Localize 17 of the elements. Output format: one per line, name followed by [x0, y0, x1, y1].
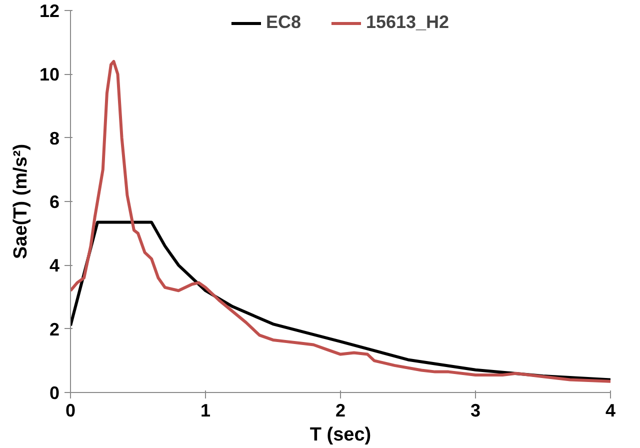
legend-label: EC8 [266, 12, 301, 33]
y-tick-label: 4 [49, 256, 60, 276]
y-tick-label: 6 [49, 192, 60, 212]
y-tick-label: 0 [49, 383, 60, 403]
y-tick-label: 10 [39, 64, 60, 85]
x-tick-label: 0 [65, 400, 76, 420]
x-tick-label: 4 [605, 400, 616, 420]
y-tick-label: 2 [49, 319, 60, 340]
legend-label: 15613_H2 [366, 12, 450, 33]
x-tick-label: 3 [470, 400, 481, 420]
x-axis-title: T (sec) [310, 424, 372, 446]
line-series [70, 60, 610, 383]
y-tick-label: 8 [49, 128, 60, 148]
x-tick-label: 1 [200, 400, 211, 420]
x-tick-label: 2 [335, 400, 346, 420]
y-tick-label: 12 [39, 1, 60, 21]
y-axis-title: Sae(T) (m/s²) [10, 144, 32, 260]
